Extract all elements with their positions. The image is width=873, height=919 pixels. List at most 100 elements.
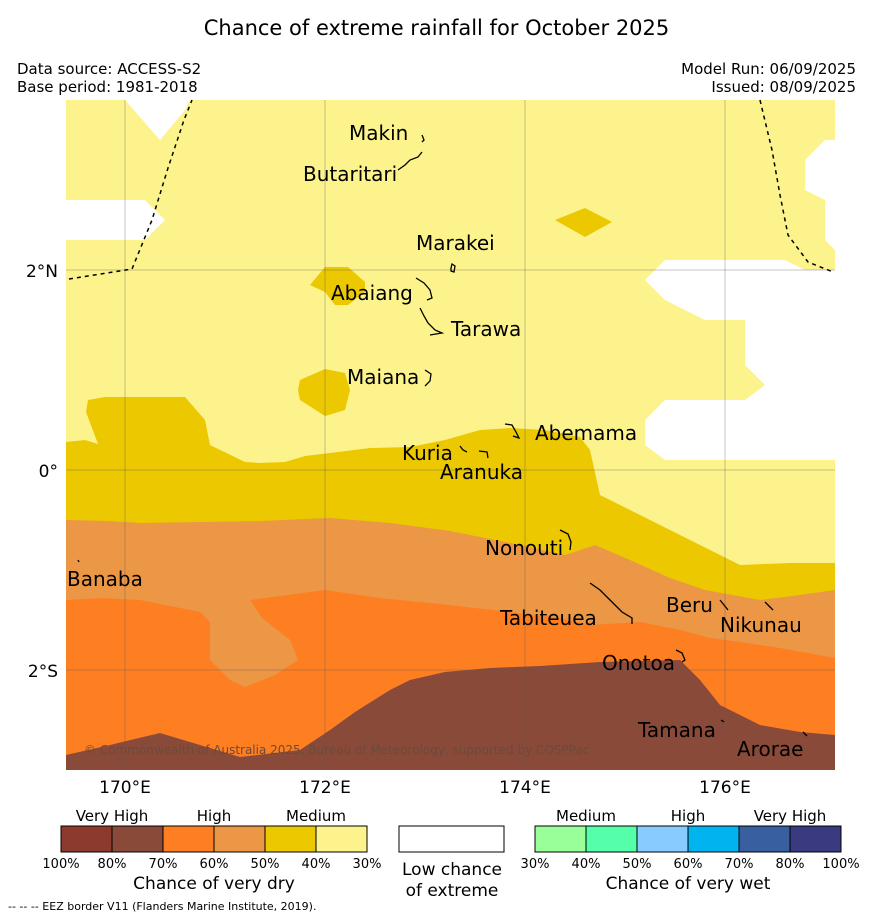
place-label-arorae: Arorae: [737, 737, 803, 761]
place-label-marakei: Marakei: [416, 231, 495, 255]
lat-label-2s: 2°S: [28, 662, 58, 682]
place-label-banaba: Banaba: [67, 567, 143, 591]
place-label-tamana: Tamana: [637, 718, 716, 742]
copyright-text: © Commonwealth of Australia 2025, Bureau…: [84, 743, 589, 757]
low-chance-region: [645, 260, 835, 460]
place-label-onotoa: Onotoa: [602, 651, 675, 675]
low-chance-legend: Low chance of extreme: [398, 825, 505, 901]
data-source-text: Data source: ACCESS-S2: [17, 60, 202, 78]
lat-label-2n: 2°N: [26, 262, 58, 282]
dry-colorbar: Very High High Medium 100% 80% 70% 60% 5…: [42, 807, 381, 894]
dry-tick: 30%: [353, 857, 382, 872]
wet-legend-title: Chance of very wet: [606, 874, 771, 894]
dry-swatch-80-70: [111, 825, 164, 853]
dry-swatch-60-50: [213, 825, 266, 853]
nonouti-island-shape: [559, 529, 572, 551]
makin-island-shape: [421, 134, 425, 143]
lon-label-176e: 176°E: [699, 778, 751, 798]
dry-swatch-40-30: [315, 825, 368, 853]
wet-cat-very-high: Very High: [754, 807, 827, 825]
place-label-beru: Beru: [666, 593, 713, 617]
dry-tick: 50%: [251, 857, 280, 872]
tarawa-island-shape: [419, 307, 445, 336]
lon-label-170e: 170°E: [99, 778, 151, 798]
dry-swatch-100-80: [60, 825, 113, 853]
low-chance-region: [805, 140, 835, 250]
place-labels: Makin Butaritari Marakei Abaiang Tarawa …: [67, 121, 803, 761]
beru-island-shape: [719, 599, 729, 611]
wet-swatch-30-40: [534, 825, 587, 853]
eez-footer-note: -- -- -- EEZ border V11 (Flanders Marine…: [8, 900, 317, 913]
place-label-maiana: Maiana: [347, 365, 419, 389]
low-chance-title-1: Low chance: [402, 860, 502, 880]
dry-80-region: [66, 660, 835, 770]
high-dry-patch: [298, 369, 350, 416]
abaiang-island-shape: [415, 277, 433, 301]
place-label-abemama: Abemama: [535, 421, 637, 445]
place-label-kuria: Kuria: [402, 441, 453, 465]
place-label-abaiang: Abaiang: [331, 281, 413, 305]
marakei-island-shape: [450, 262, 456, 273]
aranuka-island-shape: [478, 450, 489, 459]
dry-tick: 80%: [98, 857, 127, 872]
lon-label-172e: 172°E: [299, 778, 351, 798]
wet-tick: 70%: [725, 857, 754, 872]
map-title: Chance of extreme rainfall for October 2…: [203, 16, 670, 40]
place-label-nonouti: Nonouti: [485, 536, 563, 560]
wet-tick: 50%: [623, 857, 652, 872]
wet-swatch-40-50: [585, 825, 638, 853]
dry-tick: 60%: [200, 857, 229, 872]
model-run-text: Model Run: 06/09/2025: [681, 60, 856, 78]
wet-cat-high: High: [671, 807, 705, 825]
tamana-island-shape: [720, 719, 725, 723]
latitude-labels: 2°N 0° 2°S: [26, 262, 58, 682]
wet-tick: 30%: [521, 857, 550, 872]
dry-legend-title: Chance of very dry: [133, 874, 295, 894]
place-label-tarawa: Tarawa: [450, 317, 521, 341]
abemama-island-shape: [504, 423, 521, 440]
low-chance-swatch: [398, 825, 505, 853]
eez-border: [68, 99, 834, 280]
wet-tick: 60%: [674, 857, 703, 872]
high-dry-patch: [310, 267, 365, 305]
wet-swatch-50-60: [636, 825, 689, 853]
low-chance-region: [66, 200, 165, 240]
wet-tick: 100%: [822, 857, 859, 872]
wet-colorbar: Medium High Very High 30% 40% 50% 60% 70…: [521, 807, 860, 894]
banaba-island-shape: [77, 559, 80, 563]
place-label-makin: Makin: [349, 121, 408, 145]
island-outlines: [77, 134, 808, 737]
dry-cat-high: High: [197, 807, 231, 825]
longitude-labels: 170°E 172°E 174°E 176°E: [99, 778, 751, 798]
place-label-tabiteuea: Tabiteuea: [499, 606, 597, 630]
lon-label-174e: 174°E: [499, 778, 551, 798]
place-label-nikunau: Nikunau: [720, 613, 802, 637]
lat-label-0: 0°: [39, 462, 58, 482]
wet-cat-medium: Medium: [556, 807, 616, 825]
wet-swatch-80-100: [789, 825, 842, 853]
dry-swatch-70-60: [162, 825, 215, 853]
dry-tick: 70%: [149, 857, 178, 872]
place-label-aranuka: Aranuka: [440, 460, 523, 484]
butaritari-island-shape: [397, 151, 423, 171]
nikunau-island-shape: [764, 601, 774, 611]
wet-tick: 80%: [776, 857, 805, 872]
high-dry-patch: [555, 208, 612, 237]
dry-cat-very-high: Very High: [76, 807, 149, 825]
dry-swatch-50-40: [264, 825, 317, 853]
wet-tick: 40%: [572, 857, 601, 872]
dry-tick: 100%: [42, 857, 79, 872]
base-period-text: Base period: 1981-2018: [17, 78, 198, 96]
issued-text: Issued: 08/09/2025: [711, 78, 856, 96]
onotoa-island-shape: [675, 649, 686, 663]
low-chance-title-2: of extreme: [406, 881, 499, 901]
place-label-butaritari: Butaritari: [303, 162, 397, 186]
low-chance-region: [66, 100, 190, 140]
maiana-island-shape: [424, 369, 432, 387]
wet-swatch-70-80: [738, 825, 791, 853]
wet-swatch-60-70: [687, 825, 740, 853]
tabiteuea-island-shape: [589, 582, 633, 624]
grid-lines: [66, 100, 835, 770]
dry-cat-medium: Medium: [286, 807, 346, 825]
